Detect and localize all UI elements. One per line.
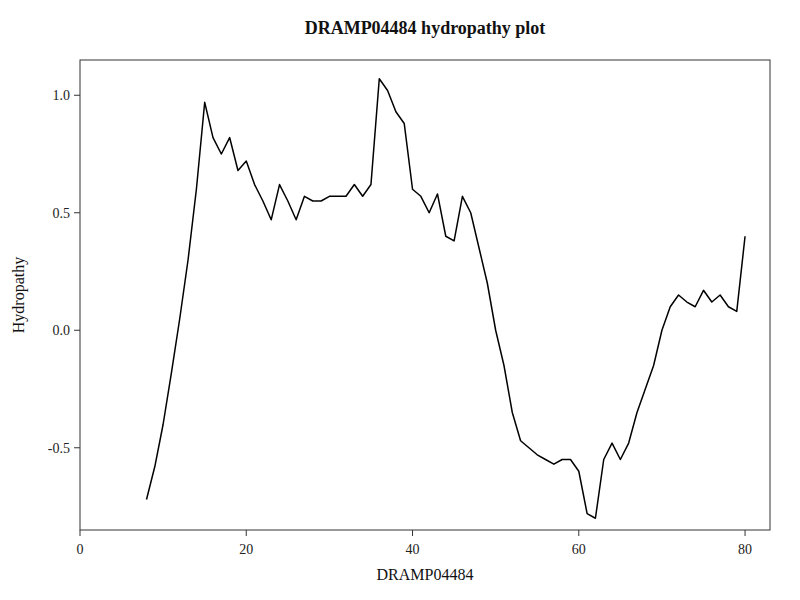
plot-area [147,79,746,518]
y-tick [74,95,80,96]
chart: 0 20 40 60 80 -0.5 0.0 0.5 1.0 DRAMP04484 hydropa… [0,0,800,600]
x-tick [578,530,579,536]
x-tick-label: 0 [77,542,84,557]
x-tick-label: 80 [738,542,752,557]
x-tick-label: 60 [572,542,586,557]
x-tick-label: 20 [239,542,253,557]
x-tick [80,530,81,536]
y-axis-label: Hydropathy [10,257,28,333]
x-tick [246,530,247,536]
y-tick-label: -0.5 [48,441,70,456]
x-axis-label: DRAMP04484 [377,566,474,583]
x-tick [412,530,413,536]
x-tick [745,530,746,536]
x-tick-label: 40 [406,542,420,557]
y-tick [74,447,80,448]
plot-frame [80,60,770,530]
title: DRAMP04484 hydropathy plot [305,18,546,38]
y-tick-label: 1.0 [53,88,71,103]
y-tick-label: 0.5 [53,206,71,221]
series-line [147,79,746,518]
y-tick-label: 0.0 [53,323,71,338]
axes: 0 20 40 60 80 -0.5 0.0 0.5 1.0 [48,88,752,557]
y-tick [74,330,80,331]
y-tick [74,212,80,213]
